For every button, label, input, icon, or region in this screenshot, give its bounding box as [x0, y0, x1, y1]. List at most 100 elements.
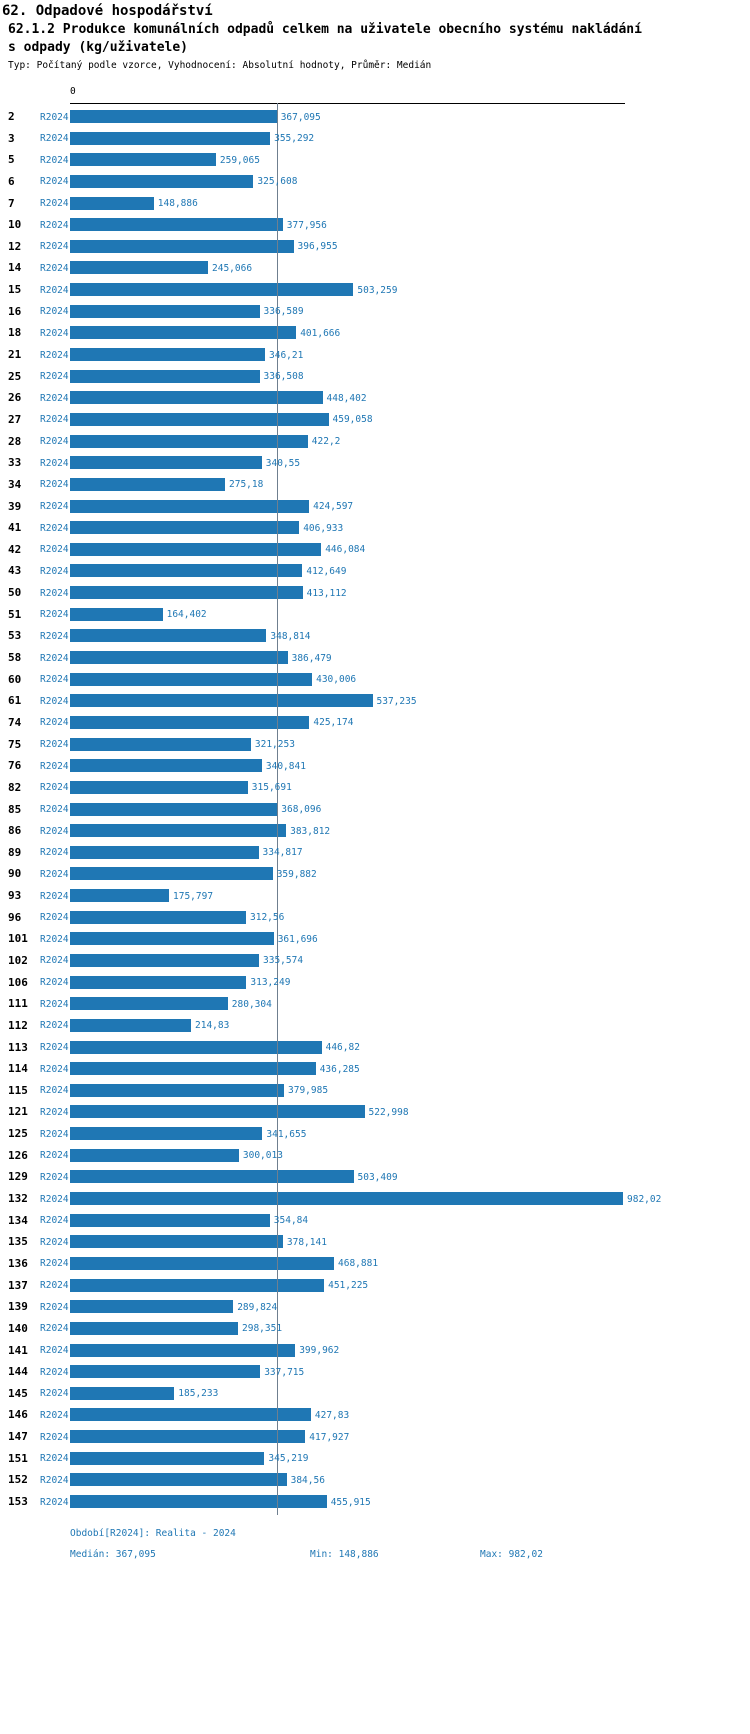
value-bar[interactable]: [70, 845, 259, 859]
value-bar[interactable]: [70, 1105, 365, 1119]
value-bar[interactable]: [70, 261, 208, 275]
category-label: 90: [8, 867, 22, 881]
chart-row: 126 R2024 300,013: [0, 1145, 750, 1167]
value-label: 315,691: [251, 782, 292, 794]
value-bar[interactable]: [70, 1127, 263, 1141]
value-bar[interactable]: [70, 1235, 283, 1249]
value-bar[interactable]: [70, 997, 228, 1011]
value-bar[interactable]: [70, 1451, 265, 1465]
value-label: 379,985: [288, 1085, 329, 1097]
value-bar[interactable]: [70, 174, 254, 188]
value-bar[interactable]: [70, 737, 251, 751]
category-label: 139: [8, 1300, 28, 1314]
value-bar[interactable]: [70, 1148, 239, 1162]
value-bar[interactable]: [70, 564, 303, 578]
value-bar[interactable]: [70, 1018, 191, 1032]
value-bar[interactable]: [70, 499, 310, 513]
value-bar[interactable]: [70, 542, 322, 556]
value-bar[interactable]: [70, 1386, 175, 1400]
chart-row: 25 R2024 336,508: [0, 366, 750, 388]
value-bar[interactable]: [70, 672, 313, 686]
value-bar[interactable]: [70, 867, 273, 881]
value-bar[interactable]: [70, 218, 283, 232]
chart-row: 76 R2024 340,841: [0, 755, 750, 777]
value-label: 424,597: [313, 501, 354, 513]
value-bar[interactable]: [70, 694, 373, 708]
value-bar[interactable]: [70, 1083, 284, 1097]
category-label: 86: [8, 824, 22, 838]
value-bar[interactable]: [70, 1365, 261, 1379]
series-label: R2024: [40, 955, 69, 967]
value-bar[interactable]: [70, 131, 271, 145]
value-bar[interactable]: [70, 1408, 311, 1422]
category-label: 2: [8, 110, 15, 123]
value-bar[interactable]: [70, 1430, 306, 1444]
value-bar[interactable]: [70, 434, 308, 448]
value-bar[interactable]: [70, 196, 154, 210]
series-label: R2024: [40, 782, 69, 794]
value-bar[interactable]: [70, 521, 300, 535]
value-bar[interactable]: [70, 910, 246, 924]
category-label: 50: [8, 586, 22, 600]
chart-row: 43 R2024 412,649: [0, 560, 750, 582]
value-bar[interactable]: [70, 1192, 623, 1206]
footer-period: Období[R2024]: Realita - 2024: [70, 1528, 236, 1539]
value-bar[interactable]: [70, 1300, 234, 1314]
value-bar[interactable]: [70, 348, 265, 362]
value-bar[interactable]: [70, 824, 287, 838]
chart-row: 7 R2024 148,886: [0, 193, 750, 215]
value-bar[interactable]: [70, 239, 294, 253]
value-bar[interactable]: [70, 802, 278, 816]
category-label: 115: [8, 1083, 28, 1097]
value-bar[interactable]: [70, 1343, 296, 1357]
value-label: 312,56: [250, 912, 285, 924]
value-bar[interactable]: [70, 715, 310, 729]
series-label: R2024: [40, 111, 69, 123]
value-bar[interactable]: [70, 1062, 316, 1076]
value-bar[interactable]: [70, 953, 259, 967]
value-bar[interactable]: [70, 932, 274, 946]
value-bar[interactable]: [70, 629, 267, 643]
value-bar[interactable]: [70, 369, 260, 383]
value-bar[interactable]: [70, 1321, 238, 1335]
chart-row: 132 R2024 982,02: [0, 1188, 750, 1210]
value-bar[interactable]: [70, 889, 169, 903]
value-bar[interactable]: [70, 1495, 327, 1508]
value-bar[interactable]: [70, 1256, 334, 1270]
value-bar[interactable]: [70, 110, 277, 123]
value-bar[interactable]: [70, 651, 288, 665]
value-label: 396,955: [297, 241, 338, 253]
category-label: 111: [8, 997, 28, 1011]
value-label: 412,649: [306, 565, 347, 577]
series-label: R2024: [40, 1171, 69, 1183]
value-bar[interactable]: [70, 1170, 354, 1184]
chart-row: 151 R2024 345,219: [0, 1448, 750, 1470]
value-bar[interactable]: [70, 1213, 270, 1227]
value-bar[interactable]: [70, 1040, 322, 1054]
chart-row: 125 R2024 341,655: [0, 1123, 750, 1145]
value-bar[interactable]: [70, 780, 248, 794]
value-bar[interactable]: [70, 607, 163, 621]
value-label: 522,998: [368, 1106, 409, 1118]
value-bar[interactable]: [70, 1278, 325, 1292]
value-bar[interactable]: [70, 477, 225, 491]
value-bar[interactable]: [70, 283, 354, 297]
value-label: 430,006: [316, 674, 357, 686]
category-label: 147: [8, 1430, 28, 1444]
value-bar[interactable]: [70, 412, 329, 426]
category-label: 129: [8, 1170, 28, 1184]
chart-row: 101 R2024 361,696: [0, 928, 750, 950]
value-bar[interactable]: [70, 153, 216, 167]
value-bar[interactable]: [70, 1473, 287, 1487]
value-bar[interactable]: [70, 391, 323, 405]
value-label: 446,82: [325, 1042, 360, 1054]
value-bar[interactable]: [70, 975, 247, 989]
value-bar[interactable]: [70, 586, 303, 600]
value-bar[interactable]: [70, 456, 262, 470]
value-bar[interactable]: [70, 326, 297, 340]
axis-top-line: [70, 103, 625, 104]
value-bar[interactable]: [70, 759, 262, 773]
chart-row: 34 R2024 275,18: [0, 474, 750, 496]
value-bar[interactable]: [70, 304, 260, 318]
value-label: 346,21: [269, 349, 304, 361]
